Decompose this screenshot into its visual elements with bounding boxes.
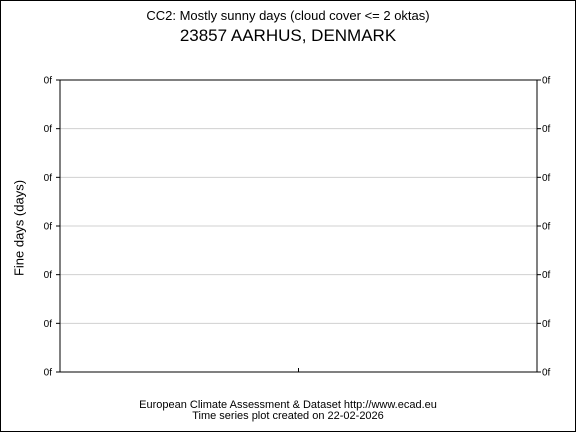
y-tick-label: 0f (44, 368, 53, 379)
y-tick-label: 0f (542, 76, 551, 87)
y-tick-label: 0f (542, 270, 551, 281)
chart-title: CC2: Mostly sunny days (cloud cover <= 2… (146, 8, 430, 23)
y-tick-label: 0f (542, 222, 551, 233)
y-tick-label: 0f (44, 76, 53, 87)
plot-border (59, 79, 538, 373)
y-tick-label: 0f (44, 319, 53, 330)
y-tick-label: 0f (542, 319, 551, 330)
footer-source: European Climate Assessment & Dataset ht… (139, 399, 437, 411)
y-tick-label: 0f (44, 270, 53, 281)
y-tick-label: 0f (44, 222, 53, 233)
y-tick-label: 0f (44, 124, 53, 135)
chart-subtitle: 23857 AARHUS, DENMARK (179, 26, 397, 45)
y-tick-label: 0f (542, 124, 551, 135)
footer-created: Time series plot created on 22-02-2026 (192, 410, 384, 422)
y-tick-label: 0f (542, 173, 551, 184)
y-tick-label: 0f (542, 368, 551, 379)
y-tick-label: 0f (44, 173, 53, 184)
